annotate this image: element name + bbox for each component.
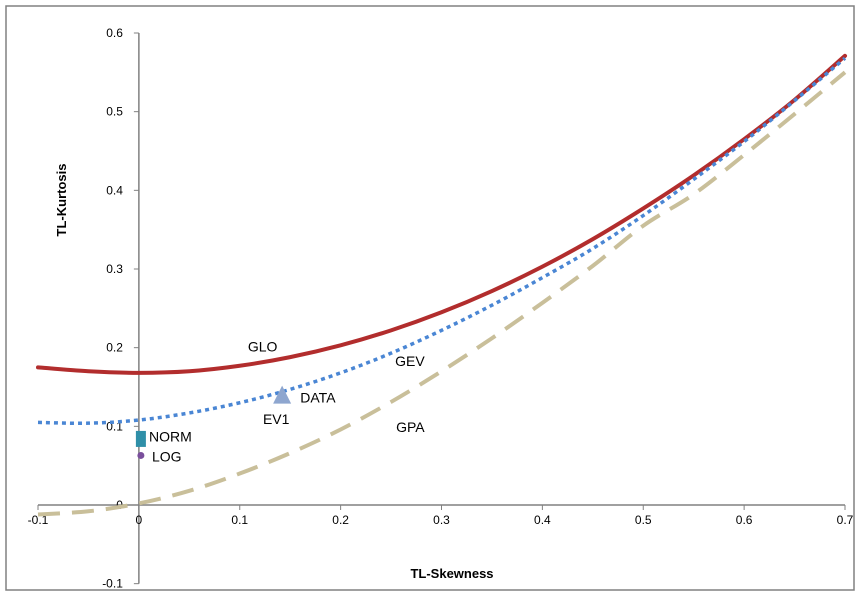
x-tick-label: 0.3 (433, 513, 450, 527)
point-norm (135, 430, 146, 447)
annotation-ev1: EV1 (263, 411, 290, 427)
point-log (137, 451, 145, 459)
point-data (273, 385, 292, 404)
series-layer (36, 53, 847, 517)
chart-border (5, 5, 855, 591)
annotations-layer: GLO GEV DATA EV1 GPA NORM LOG (149, 339, 425, 465)
x-tick-label: -0.1 (28, 513, 49, 527)
series-line-gev (37, 56, 847, 426)
y-tick-label: 0.5 (106, 105, 123, 119)
annotation-gev: GEV (395, 353, 425, 369)
points-layer (135, 385, 292, 459)
y-tick-label: 0.2 (106, 341, 123, 355)
series-line-gpa (37, 70, 847, 517)
x-tick-label: 0.1 (231, 513, 248, 527)
x-tick-label: 0.7 (837, 513, 854, 527)
series-line-glo (36, 53, 847, 375)
y-tick-label: -0.1 (102, 577, 123, 591)
annotation-gpa: GPA (396, 419, 425, 435)
y-tick-label: 0.4 (106, 183, 123, 197)
y-tick-label: 0.3 (106, 262, 123, 276)
y-tick-label: 0.6 (106, 26, 123, 40)
x-tick-label: 0 (136, 513, 143, 527)
x-axis-title: TL-Skewness (410, 566, 493, 581)
axes-layer: -0.1 0 0.1 0.2 0.3 0.4 0.5 0.6 0.7-0.100.10.20.3… (28, 26, 854, 591)
x-tick-label: 0.2 (332, 513, 349, 527)
annotation-norm: NORM (149, 428, 192, 444)
annotation-glo: GLO (248, 339, 278, 355)
annotation-data: DATA (300, 390, 336, 406)
x-tick-label: 0.5 (635, 513, 652, 527)
x-tick-label: 0.6 (736, 513, 753, 527)
annotation-log: LOG (152, 449, 182, 465)
y-axis-title: TL-Kurtosis (54, 164, 69, 237)
x-tick-label: 0.4 (534, 513, 551, 527)
